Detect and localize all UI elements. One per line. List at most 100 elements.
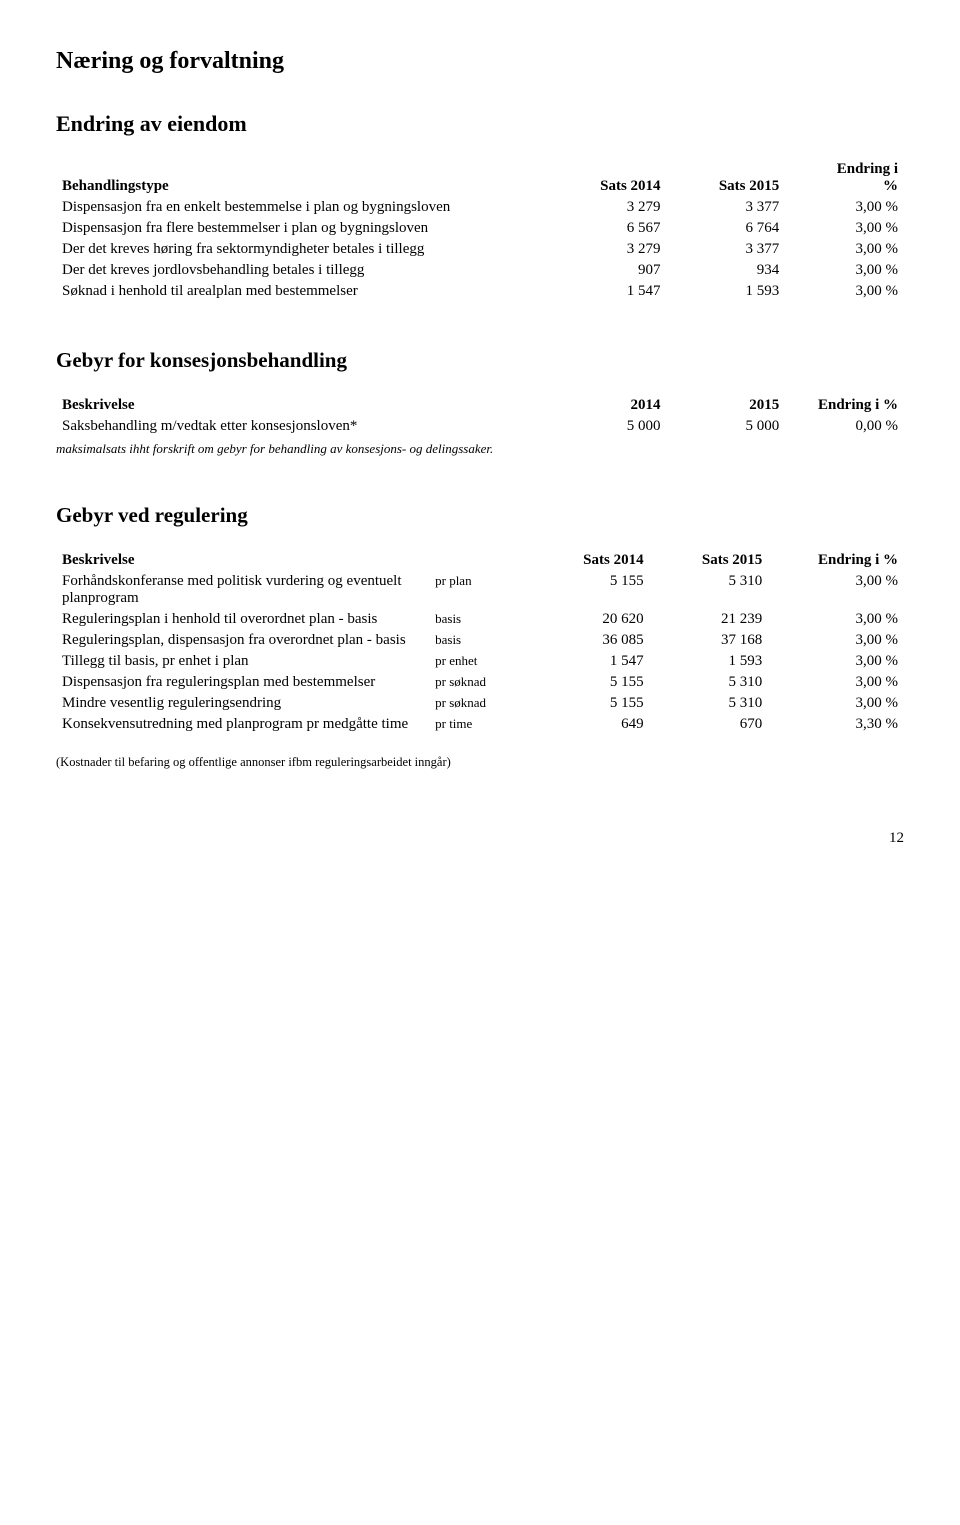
cell-chg: 3,00 % [768, 609, 904, 630]
block2-title: Gebyr for konsesjonsbehandling [56, 348, 904, 373]
table-row: Saksbehandling m/vedtak etter konsesjons… [56, 416, 904, 437]
block3-footnote: (Kostnader til befaring og offentlige an… [56, 755, 904, 770]
table-row: Der det kreves jordlovsbehandling betale… [56, 260, 904, 281]
cell-chg: 3,00 % [768, 693, 904, 714]
cell-2014: 649 [531, 714, 650, 735]
cell-desc: Dispensasjon fra reguleringsplan med bes… [56, 672, 429, 693]
table-row: Dispensasjon fra en enkelt bestemmelse i… [56, 197, 904, 218]
cell-2015: 670 [650, 714, 769, 735]
block2-h3: 2015 [667, 395, 786, 416]
table-row: Mindre vesentlig reguleringsendring pr s… [56, 693, 904, 714]
block1-table: Behandlingstype Sats 2014 Sats 2015 Endr… [56, 159, 904, 302]
block2-table: Beskrivelse 2014 2015 Endring i % Saksbe… [56, 395, 904, 437]
block1-h4-bot: % [883, 178, 898, 194]
cell-2014: 3 279 [548, 239, 667, 260]
cell-unit: pr søknad [429, 672, 531, 693]
table-row: Dispensasjon fra reguleringsplan med bes… [56, 672, 904, 693]
block3-h5: Endring i % [768, 550, 904, 571]
cell-unit: pr plan [429, 571, 531, 609]
cell-chg: 3,00 % [785, 260, 904, 281]
cell-2014: 5 000 [548, 416, 667, 437]
cell-desc: Saksbehandling m/vedtak etter konsesjons… [56, 416, 548, 437]
block2-h2: 2014 [548, 395, 667, 416]
block3-h3: Sats 2014 [531, 550, 650, 571]
cell-2014: 5 155 [531, 693, 650, 714]
cell-2015: 3 377 [667, 197, 786, 218]
cell-chg: 3,00 % [768, 630, 904, 651]
cell-2014: 20 620 [531, 609, 650, 630]
table-row: Søknad i henhold til arealplan med beste… [56, 281, 904, 302]
page-number: 12 [56, 830, 904, 847]
cell-2015: 37 168 [650, 630, 769, 651]
cell-desc: Der det kreves jordlovsbehandling betale… [56, 260, 548, 281]
block3-h4: Sats 2015 [650, 550, 769, 571]
block3-title: Gebyr ved regulering [56, 503, 904, 528]
cell-unit: pr enhet [429, 651, 531, 672]
cell-2015: 5 310 [650, 672, 769, 693]
block3-h-unit [429, 550, 531, 571]
cell-2015: 5 310 [650, 693, 769, 714]
cell-chg: 3,00 % [785, 281, 904, 302]
cell-2015: 5 000 [667, 416, 786, 437]
cell-desc: Dispensasjon fra en enkelt bestemmelse i… [56, 197, 548, 218]
cell-chg: 3,00 % [785, 218, 904, 239]
cell-2015: 5 310 [650, 571, 769, 609]
table-row: Reguleringsplan, dispensasjon fra overor… [56, 630, 904, 651]
cell-chg: 3,30 % [768, 714, 904, 735]
block3-table: Beskrivelse Sats 2014 Sats 2015 Endring … [56, 550, 904, 735]
cell-2014: 6 567 [548, 218, 667, 239]
cell-unit: basis [429, 609, 531, 630]
cell-2014: 5 155 [531, 672, 650, 693]
table-row: Konsekvensutredning med planprogram pr m… [56, 714, 904, 735]
cell-chg: 0,00 % [785, 416, 904, 437]
cell-desc: Reguleringsplan, dispensasjon fra overor… [56, 630, 429, 651]
cell-desc: Reguleringsplan i henhold til overordnet… [56, 609, 429, 630]
block1-h1: Behandlingstype [56, 159, 548, 197]
cell-desc: Forhåndskonferanse med politisk vurderin… [56, 571, 429, 609]
cell-chg: 3,00 % [785, 197, 904, 218]
cell-2014: 5 155 [531, 571, 650, 609]
block3-body: Forhåndskonferanse med politisk vurderin… [56, 571, 904, 735]
block1-title: Endring av eiendom [56, 111, 904, 137]
block1-body: Dispensasjon fra en enkelt bestemmelse i… [56, 197, 904, 302]
table-row: Forhåndskonferanse med politisk vurderin… [56, 571, 904, 609]
cell-2015: 21 239 [650, 609, 769, 630]
section-title: Næring og forvaltning [56, 48, 904, 75]
table-row: Dispensasjon fra flere bestemmelser i pl… [56, 218, 904, 239]
block1-h4: Endring i % [785, 159, 904, 197]
cell-2015: 3 377 [667, 239, 786, 260]
cell-unit: pr time [429, 714, 531, 735]
cell-chg: 3,00 % [768, 651, 904, 672]
cell-desc: Tillegg til basis, pr enhet i plan [56, 651, 429, 672]
cell-chg: 3,00 % [768, 672, 904, 693]
cell-unit: basis [429, 630, 531, 651]
cell-desc: Mindre vesentlig reguleringsendring [56, 693, 429, 714]
cell-chg: 3,00 % [785, 239, 904, 260]
cell-2014: 3 279 [548, 197, 667, 218]
cell-2014: 907 [548, 260, 667, 281]
block2-body: Saksbehandling m/vedtak etter konsesjons… [56, 416, 904, 437]
cell-desc: Der det kreves høring fra sektormyndighe… [56, 239, 548, 260]
cell-2014: 36 085 [531, 630, 650, 651]
cell-desc: Konsekvensutredning med planprogram pr m… [56, 714, 429, 735]
cell-unit: pr søknad [429, 693, 531, 714]
cell-2015: 1 593 [667, 281, 786, 302]
cell-desc: Dispensasjon fra flere bestemmelser i pl… [56, 218, 548, 239]
table-row: Der det kreves høring fra sektormyndighe… [56, 239, 904, 260]
block1-h2: Sats 2014 [548, 159, 667, 197]
cell-2015: 6 764 [667, 218, 786, 239]
cell-2014: 1 547 [531, 651, 650, 672]
table-row: Tillegg til basis, pr enhet i plan pr en… [56, 651, 904, 672]
cell-2015: 1 593 [650, 651, 769, 672]
cell-2014: 1 547 [548, 281, 667, 302]
block3-h1: Beskrivelse [56, 550, 429, 571]
block1-h3: Sats 2015 [667, 159, 786, 197]
block2-h1: Beskrivelse [56, 395, 548, 416]
table-row: Reguleringsplan i henhold til overordnet… [56, 609, 904, 630]
block2-note: maksimalsats ihht forskrift om gebyr for… [56, 441, 904, 457]
cell-2015: 934 [667, 260, 786, 281]
block1-h4-top: Endring i [837, 161, 898, 177]
cell-desc: Søknad i henhold til arealplan med beste… [56, 281, 548, 302]
cell-chg: 3,00 % [768, 571, 904, 609]
block2-h4: Endring i % [785, 395, 904, 416]
